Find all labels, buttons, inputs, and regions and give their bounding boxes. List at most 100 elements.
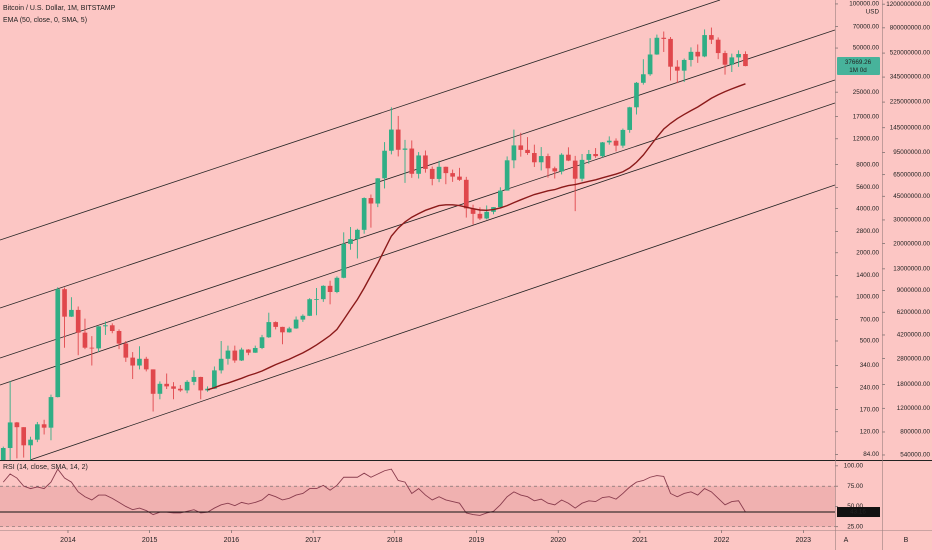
- candle-body: [525, 149, 530, 154]
- candle-body: [327, 285, 333, 293]
- candle-body: [532, 153, 537, 163]
- candle-body: [21, 427, 27, 446]
- candle-body: [14, 422, 20, 428]
- chart-title: Bitcoin / U.S. Dollar, 1M, BITSTAMP: [3, 5, 116, 12]
- candle-body: [736, 54, 741, 58]
- y-tick-label: 100000.00: [849, 1, 879, 8]
- y2-tick-label: 13000000.00: [893, 266, 930, 273]
- candle-body: [259, 337, 265, 348]
- candle-body: [35, 424, 40, 440]
- y-tick-label: 75.00: [847, 483, 863, 490]
- candle-body: [0, 447, 6, 460]
- channel-lines: [0, 0, 835, 460]
- y-tick-label: 8000.00: [856, 161, 879, 168]
- channel-line: [0, 79, 835, 359]
- x-tick-label: 2023: [796, 537, 812, 544]
- candle-body: [273, 322, 278, 327]
- candle-body: [477, 213, 483, 219]
- candle-body: [150, 369, 156, 394]
- candle-body: [280, 326, 285, 333]
- candle-body: [600, 142, 605, 157]
- candle-body: [470, 208, 476, 214]
- y-tick-label: 170.00: [860, 406, 880, 413]
- scale-name: B: [904, 537, 909, 544]
- candle-body: [157, 383, 163, 394]
- y2-tick-label: 1200000000.00: [886, 1, 930, 8]
- y-tick-label: 700.00: [860, 316, 880, 323]
- y-tick-label: 4000.00: [856, 205, 879, 212]
- candle-body: [334, 277, 340, 293]
- candle-body: [184, 381, 190, 391]
- y2-tick-label: 345000000.00: [890, 74, 931, 81]
- candle-body: [198, 376, 204, 391]
- candle-body: [266, 322, 272, 338]
- candle-body: [572, 160, 578, 179]
- candle-body: [722, 53, 728, 65]
- y2-tick-label: 20000000.00: [893, 240, 930, 247]
- x-tick-label: 2014: [60, 537, 76, 544]
- candle-body: [681, 59, 687, 71]
- candle-body: [627, 107, 633, 130]
- candle-body: [246, 349, 251, 353]
- candle-body: [130, 357, 136, 366]
- x-tick-label: 2017: [305, 537, 321, 544]
- candle-body: [28, 439, 33, 446]
- candle-body: [382, 150, 387, 179]
- candle-body: [368, 198, 374, 204]
- x-tick-label: 2021: [632, 537, 648, 544]
- candle-body: [423, 155, 428, 169]
- y-tick-label: 25.00: [847, 523, 863, 530]
- channel-line: [0, 0, 721, 241]
- candle-body: [668, 38, 673, 67]
- y-tick-label: 500.00: [860, 338, 880, 345]
- candle-body: [239, 349, 244, 361]
- y2-tick-label: 30000000.00: [893, 217, 930, 224]
- candle-body: [429, 168, 435, 179]
- candle-body: [348, 239, 353, 244]
- candle-body: [702, 35, 707, 57]
- y-tick-label: 2000.00: [856, 249, 879, 256]
- candle-body: [613, 140, 619, 146]
- candle-body: [545, 156, 551, 169]
- candle-body: [504, 160, 510, 191]
- price-pane: [0, 0, 835, 460]
- candle-body: [48, 397, 54, 428]
- candle-body: [661, 37, 667, 39]
- y-tick-label: 17000.00: [853, 113, 880, 120]
- y2-tick-label: 800000.00: [900, 429, 930, 436]
- candle-body: [457, 176, 462, 180]
- candle-body: [640, 74, 646, 83]
- y2-tick-label: 145000000.00: [890, 124, 931, 131]
- candle-body: [688, 51, 694, 60]
- candle-body: [538, 156, 544, 163]
- candle-body: [341, 243, 347, 278]
- candle-body: [143, 358, 149, 370]
- scale-name: A: [844, 537, 849, 544]
- candle-body: [634, 82, 639, 108]
- candle-body: [593, 154, 598, 157]
- rsi-pane: [0, 468, 835, 528]
- ema-line: [207, 83, 746, 391]
- candle-body: [116, 331, 122, 344]
- y2-tick-label: 2800000.00: [897, 355, 931, 362]
- candle-body: [552, 168, 558, 172]
- candle-body: [450, 173, 455, 177]
- candle-body: [232, 350, 238, 361]
- candle-body: [62, 289, 67, 317]
- price-box: [837, 57, 880, 76]
- candle-body: [225, 350, 231, 359]
- candle-body: [647, 54, 653, 75]
- countdown-label: 1M 0d: [849, 67, 867, 74]
- candle-body: [300, 315, 306, 320]
- candle-body: [123, 343, 129, 358]
- candle-body: [55, 289, 61, 398]
- candle-body: [586, 154, 592, 160]
- candle-body: [191, 376, 197, 382]
- y-tick-label: 25000.00: [853, 89, 880, 96]
- candle-body: [518, 145, 524, 150]
- y2-tick-label: 6200000.00: [897, 309, 931, 316]
- candle-body: [137, 358, 142, 366]
- candle-body: [715, 39, 721, 54]
